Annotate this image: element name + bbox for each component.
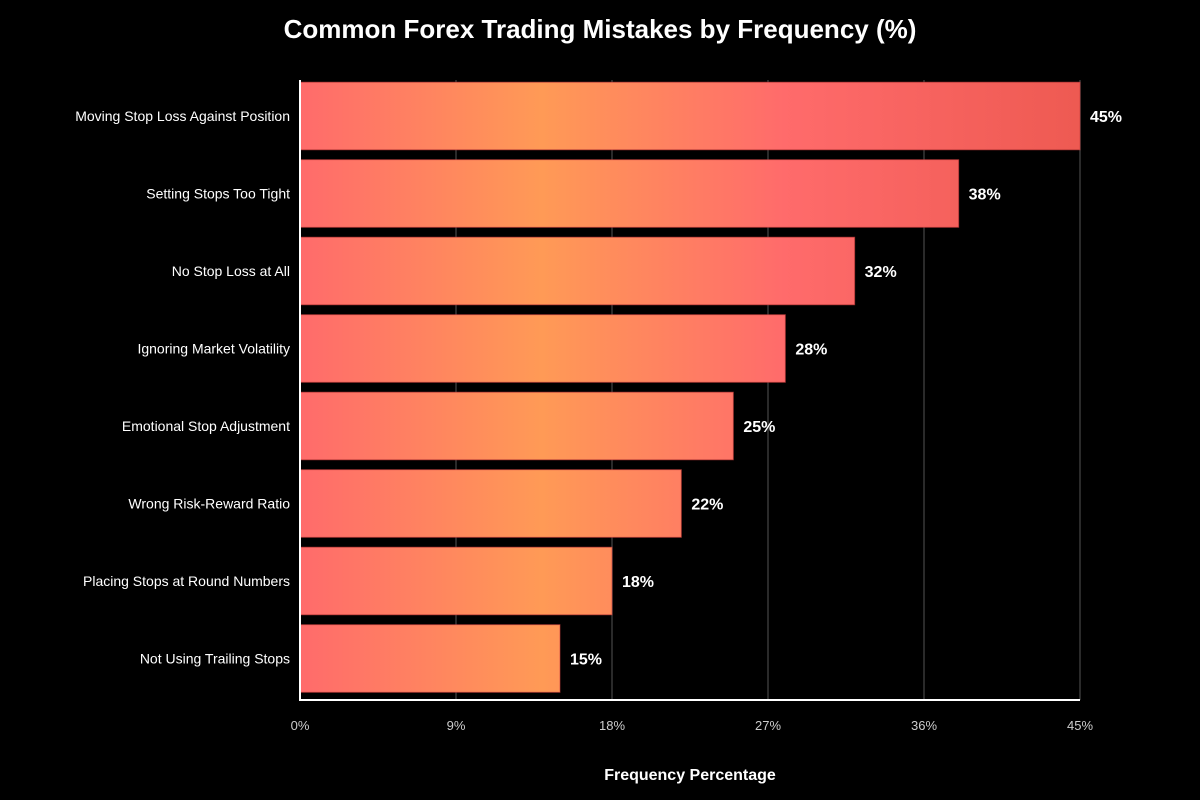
chart-title: Common Forex Trading Mistakes by Frequen…: [283, 14, 917, 44]
bar-value-label: 18%: [622, 574, 654, 591]
bar[interactable]: [299, 314, 786, 383]
x-tick-label: 9%: [447, 718, 466, 733]
y-category-label: Moving Stop Loss Against Position: [75, 108, 290, 124]
x-axis-title: Frequency Percentage: [604, 767, 776, 784]
y-category-label: Placing Stops at Round Numbers: [83, 573, 290, 589]
bar-value-label: 38%: [969, 187, 1001, 204]
bar-value-label: 32%: [865, 264, 897, 281]
bar-value-label: 25%: [743, 419, 775, 436]
bar[interactable]: [299, 81, 1081, 151]
bar[interactable]: [299, 236, 856, 306]
bar[interactable]: [299, 159, 960, 228]
bar-value-label: 45%: [1090, 109, 1122, 126]
bar-value-label: 22%: [691, 497, 723, 514]
x-tick-label: 36%: [911, 718, 937, 733]
bars-group: [299, 81, 1081, 693]
bar-value-label: 15%: [570, 652, 602, 669]
x-tick-label: 27%: [755, 718, 781, 733]
x-tick-label: 0%: [291, 718, 310, 733]
bar[interactable]: [299, 391, 734, 461]
y-category-label: Ignoring Market Volatility: [137, 341, 290, 357]
bar-value-label: 28%: [795, 342, 827, 359]
bar[interactable]: [299, 624, 561, 693]
x-tick-label: 18%: [599, 718, 625, 733]
x-tick-label: 45%: [1067, 718, 1093, 733]
bar[interactable]: [299, 469, 682, 538]
axes: [299, 80, 1080, 701]
bar[interactable]: [299, 546, 613, 616]
y-category-label: No Stop Loss at All: [172, 263, 290, 279]
y-category-label: Emotional Stop Adjustment: [122, 418, 290, 434]
labels-group: 0% 9% 18% 27% 36% 45% Moving Stop Loss Against…: [75, 108, 1122, 733]
y-category-label: Wrong Risk-Reward Ratio: [128, 496, 290, 512]
y-category-label: Setting Stops Too Tight: [146, 186, 290, 202]
y-category-label: Not Using Trailing Stops: [140, 651, 290, 667]
